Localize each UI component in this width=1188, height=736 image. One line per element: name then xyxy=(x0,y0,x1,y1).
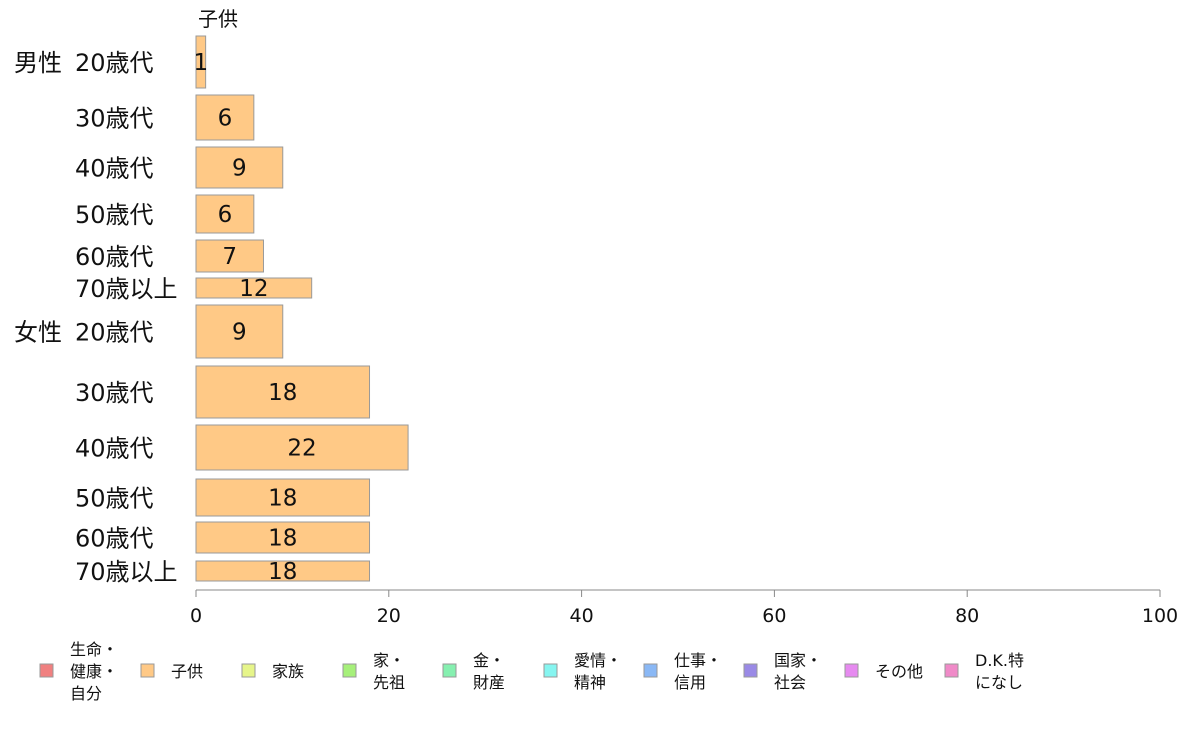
bar-6 xyxy=(195,304,284,359)
bar-1 xyxy=(195,94,255,141)
legend-swatch xyxy=(39,663,54,678)
bar-value-label: 9 xyxy=(232,320,247,346)
series-title: 子供 xyxy=(198,7,238,31)
legend-item: 国家・社会 xyxy=(743,651,822,692)
row-label: 20歳代 xyxy=(75,49,154,77)
bar-2 xyxy=(195,146,284,189)
legend-item: 仕事・信用 xyxy=(643,651,722,692)
bar-value-label: 18 xyxy=(268,559,297,585)
row-label: 50歳代 xyxy=(75,485,154,513)
x-tick-label: 80 xyxy=(955,605,979,627)
bar-3 xyxy=(195,194,255,234)
legend-swatch xyxy=(743,663,758,678)
bar-value-label: 18 xyxy=(268,380,297,406)
row-label: 70歳以上 xyxy=(75,558,178,586)
legend-swatch xyxy=(543,663,558,678)
x-tick-label: 60 xyxy=(762,605,786,627)
legend-item: 子供 xyxy=(140,662,203,681)
row-label: 20歳代 xyxy=(75,319,154,347)
x-axis: 0 20 40 60 80 100 xyxy=(190,589,1178,627)
legend-swatch xyxy=(241,663,256,678)
legend-swatch xyxy=(140,663,155,678)
x-tick-label: 0 xyxy=(190,605,202,627)
x-tick-label: 40 xyxy=(570,605,594,627)
legend-label: 国家・社会 xyxy=(774,651,822,692)
row-label: 40歳代 xyxy=(75,155,154,183)
x-tick-label: 20 xyxy=(377,605,401,627)
bar-0 xyxy=(195,35,207,89)
legend-item: 家・先祖 xyxy=(342,651,405,692)
row-label: 60歳代 xyxy=(75,243,154,271)
legend-swatch xyxy=(342,663,357,678)
legend-label: 家・先祖 xyxy=(373,651,405,692)
bar-value-label: 22 xyxy=(287,436,316,462)
bar-9 xyxy=(195,478,371,517)
row-label: 30歳代 xyxy=(75,105,154,133)
legend-swatch xyxy=(643,663,658,678)
bar-value-label: 7 xyxy=(222,244,237,270)
legend-swatch xyxy=(844,663,859,678)
legend-item: D.K.特になし xyxy=(944,651,1024,692)
legend-label: 生命・健康・自分 xyxy=(70,640,118,703)
bar-5 xyxy=(195,277,313,299)
bar-10 xyxy=(195,521,371,554)
legend-item: その他 xyxy=(844,662,923,681)
group-label: 女性 xyxy=(14,319,62,347)
legend-swatch xyxy=(944,663,959,678)
legend-label: 仕事・信用 xyxy=(674,651,722,692)
legend-label: D.K.特になし xyxy=(975,651,1024,692)
row-label: 50歳代 xyxy=(75,201,154,229)
bar-value-label: 18 xyxy=(268,486,297,512)
bar-4 xyxy=(195,239,264,273)
legend-label: その他 xyxy=(875,662,923,681)
row-label: 70歳以上 xyxy=(75,275,178,303)
legend-label: 愛情・精神 xyxy=(574,651,622,692)
bar-value-label: 1 xyxy=(193,50,208,76)
legend-label: 金・財産 xyxy=(473,651,505,692)
legend: 生命・健康・自分 子供 家族 家・先祖 金・財産 愛情・精神 仕事・信用 国家・社会 その他 D.… xyxy=(39,640,1024,703)
bar-value-label: 18 xyxy=(268,526,297,552)
bar-value-label: 6 xyxy=(218,106,233,132)
bar-value-label: 9 xyxy=(232,156,247,182)
legend-item: 金・財産 xyxy=(442,651,505,692)
row-label: 60歳代 xyxy=(75,525,154,553)
bar-value-label: 12 xyxy=(239,276,268,302)
bar-11 xyxy=(195,560,371,582)
bars: 1 6 9 6 712 9 18 22 18 18 18 xyxy=(193,35,409,585)
row-label: 40歳代 xyxy=(75,435,154,463)
legend-swatch xyxy=(442,663,457,678)
bar-7 xyxy=(195,365,371,419)
legend-label: 家族 xyxy=(272,662,304,681)
legend-item: 生命・健康・自分 xyxy=(39,640,118,703)
row-label: 30歳代 xyxy=(75,379,154,407)
x-tick-label: 100 xyxy=(1142,605,1178,627)
bar-value-label: 6 xyxy=(218,202,233,228)
legend-item: 愛情・精神 xyxy=(543,651,622,692)
row-labels: 20歳代男性30歳代40歳代50歳代60歳代70歳以上20歳代女性30歳代40歳… xyxy=(14,49,178,586)
bar-8 xyxy=(195,424,409,471)
legend-item: 家族 xyxy=(241,662,304,681)
legend-label: 子供 xyxy=(171,662,203,681)
group-label: 男性 xyxy=(14,49,62,77)
